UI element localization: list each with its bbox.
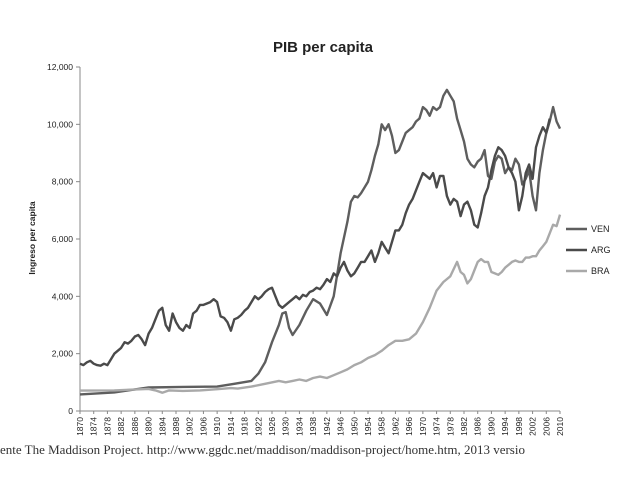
x-tick-label: 1962 xyxy=(390,417,400,436)
x-tick-label: 1966 xyxy=(404,417,414,436)
axes xyxy=(79,67,560,412)
legend-label-bra: BRA xyxy=(591,266,610,276)
x-tick-label: 2010 xyxy=(555,417,565,436)
series-line-ven xyxy=(79,88,562,396)
series-line-bra xyxy=(79,214,562,394)
y-tick-label: 8,000 xyxy=(52,177,74,187)
x-tick-label: 1926 xyxy=(267,417,277,436)
x-tick-label: 1882 xyxy=(116,417,126,436)
x-tick-label: 1938 xyxy=(308,417,318,436)
series-lines xyxy=(79,88,562,396)
x-tick-label: 1914 xyxy=(226,417,236,436)
x-tick-label: 1942 xyxy=(322,417,332,436)
x-tick-label: 1958 xyxy=(377,417,387,436)
x-tick-label: 1930 xyxy=(281,417,291,436)
y-tick-label: 10,000 xyxy=(47,119,73,129)
x-tick-label: 1870 xyxy=(75,417,85,436)
x-tick-label: 1894 xyxy=(157,417,167,436)
legend: VEN ARG BRA xyxy=(566,224,611,276)
chart-title: PIB per capita xyxy=(273,39,374,56)
x-tick-label: 1874 xyxy=(89,417,99,436)
x-tick-label: 2006 xyxy=(541,417,551,436)
x-tick-label: 1974 xyxy=(432,417,442,436)
x-tick-label: 1906 xyxy=(198,417,208,436)
y-tick-label: 12,000 xyxy=(47,62,73,72)
x-tick-label: 1886 xyxy=(130,417,140,436)
x-tick-labels: 1870 1874 1878 1882 1886 1890 1894 1898 1902 1906… xyxy=(75,411,565,436)
x-tick-label: 1902 xyxy=(185,417,195,436)
y-tick-label: 0 xyxy=(68,406,73,416)
x-tick-label: 1970 xyxy=(418,417,428,436)
x-tick-label: 1954 xyxy=(363,417,373,436)
x-tick-label: 2002 xyxy=(528,417,538,436)
y-tick-label: 6,000 xyxy=(52,234,74,244)
x-tick-label: 1986 xyxy=(473,417,483,436)
source-caption: ente The Maddison Project. http://www.gg… xyxy=(0,442,525,457)
x-tick-label: 1990 xyxy=(486,417,496,436)
legend-label-arg: ARG xyxy=(591,245,611,255)
x-tick-label: 1918 xyxy=(240,417,250,436)
x-tick-label: 1998 xyxy=(514,417,524,436)
x-tick-label: 1994 xyxy=(500,417,510,436)
x-tick-label: 1978 xyxy=(445,417,455,436)
x-tick-label: 1934 xyxy=(294,417,304,436)
x-tick-label: 1898 xyxy=(171,417,181,436)
x-tick-label: 1946 xyxy=(336,417,346,436)
y-axis-label: Ingreso per capita xyxy=(27,201,37,274)
y-tick-label: 4,000 xyxy=(52,291,74,301)
series-line-arg xyxy=(79,118,551,367)
x-tick-label: 1950 xyxy=(349,417,359,436)
y-tick-labels: 0 2,000 4,000 6,000 8,000 10,000 12,000 xyxy=(47,62,80,416)
line-chart: PIB per capita Ingreso per capita 0 2,000… xyxy=(27,39,611,436)
x-tick-label: 1890 xyxy=(144,417,154,436)
legend-label-ven: VEN xyxy=(591,224,610,234)
x-tick-label: 1922 xyxy=(253,417,263,436)
x-tick-label: 1910 xyxy=(212,417,222,436)
x-tick-label: 1878 xyxy=(102,417,112,436)
y-tick-label: 2,000 xyxy=(52,349,74,359)
x-tick-label: 1982 xyxy=(459,417,469,436)
